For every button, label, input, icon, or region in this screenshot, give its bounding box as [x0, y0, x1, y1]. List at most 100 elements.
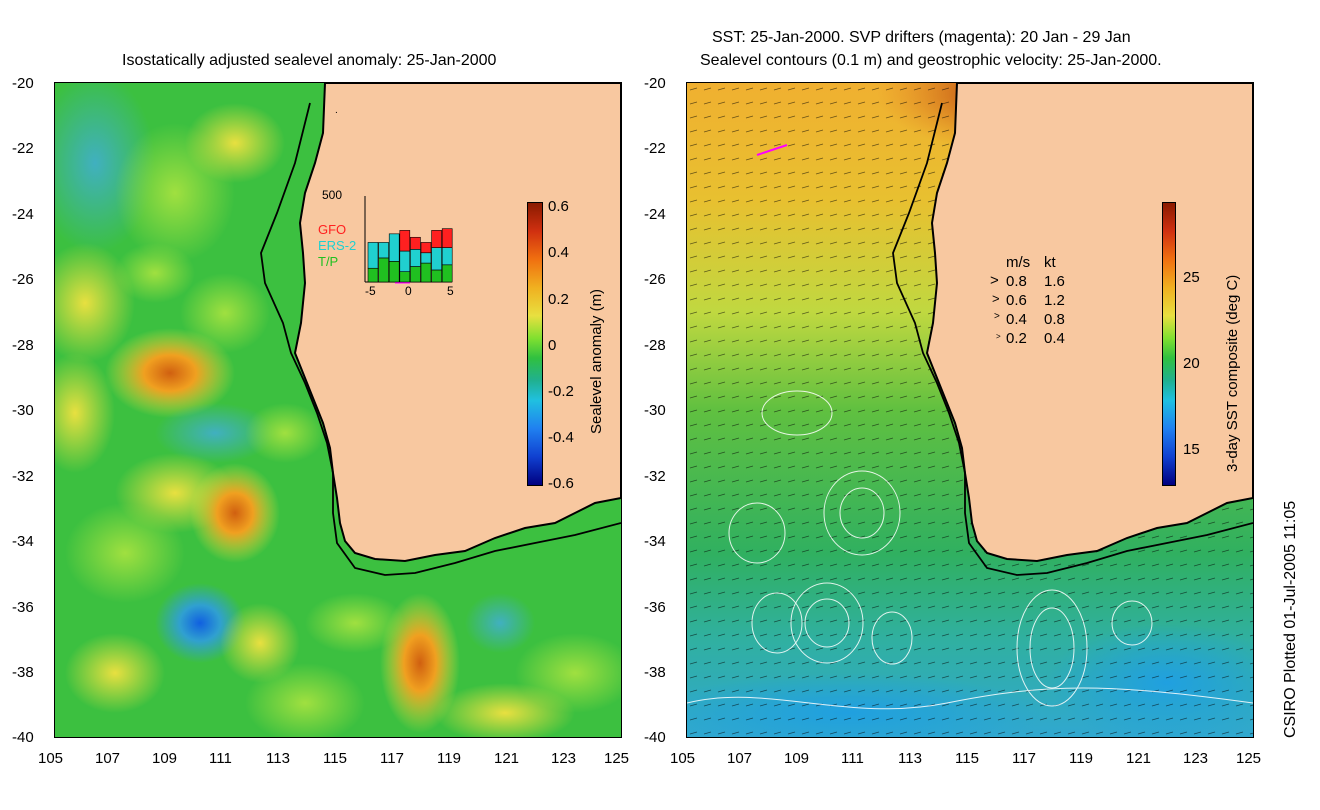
inset-x-tick: 0: [405, 284, 412, 298]
left-x-tick: 123: [551, 750, 577, 767]
inset-bar-ers: [367, 242, 379, 269]
plot-credit: CSIRO Plotted 01-Jul-2005 11:05: [1282, 500, 1299, 738]
inset-bar-gfo: [431, 230, 442, 248]
left-y-tick: -40: [12, 729, 34, 746]
right-x-tick: 107: [727, 750, 753, 767]
inset-legend-gfo: GFO: [318, 222, 347, 237]
inset-legend-tp: T/P: [318, 254, 339, 269]
left-y-tick: -28: [12, 337, 34, 354]
velocity-legend-arrow-icon: >: [990, 272, 999, 289]
sealevel-contours: [687, 390, 1253, 710]
velocity-legend-kt: 1.2: [1044, 292, 1065, 309]
inset-bar-ers: [399, 250, 411, 272]
right-x-tick: 111: [841, 750, 864, 767]
right-x-tick: 113: [898, 750, 922, 767]
velocity-legend-kt: 0.4: [1044, 330, 1065, 347]
sealevel-anomaly-patches: [55, 83, 621, 737]
right-x-tick: 125: [1236, 750, 1262, 767]
inset-x-tick: -5: [365, 284, 376, 298]
svg-text:.: .: [335, 105, 338, 116]
inset-bar-gfo: [399, 230, 411, 252]
inset-bar-gfo: [410, 236, 421, 250]
velocity-legend-ms: 0.6: [1006, 292, 1027, 309]
inset-bar-ers: [388, 233, 400, 262]
left-x-tick: 117: [380, 750, 404, 767]
svp-drifter-track: [756, 144, 788, 156]
right-y-tick: -34: [644, 533, 666, 550]
right-x-tick: 117: [1012, 750, 1036, 767]
left-colorbar-tick: 0.4: [548, 244, 569, 261]
inset-x-tick: 5: [447, 284, 454, 298]
right-panel-title-line1: SST: 25-Jan-2000. SVP drifters (magenta)…: [712, 29, 1131, 46]
velocity-legend-ms: 0.2: [1006, 330, 1027, 347]
right-y-tick: -28: [644, 337, 666, 354]
right-x-tick: 121: [1126, 750, 1152, 767]
left-y-tick: -34: [12, 533, 34, 550]
right-colorbar-tick: 25: [1183, 269, 1200, 286]
left-colorbar-tick: -0.6: [548, 475, 574, 492]
inset-bar-tp: [399, 271, 411, 283]
left-x-tick: 105: [38, 750, 64, 767]
right-y-tick: -24: [644, 206, 666, 223]
inset-bar-tp: [431, 269, 442, 283]
left-y-tick: -24: [12, 206, 34, 223]
right-x-tick: 123: [1183, 750, 1209, 767]
left-x-tick: 107: [95, 750, 121, 767]
inset-bar-tp: [441, 264, 453, 283]
left-y-tick: -20: [12, 75, 34, 92]
left-y-tick: -36: [12, 599, 34, 616]
velocity-legend-ms: 0.8: [1006, 273, 1027, 290]
inset-ymax-label: 500: [322, 188, 343, 202]
right-x-tick: 115: [955, 750, 979, 767]
right-x-tick: 109: [784, 750, 810, 767]
inset-bar-ers: [420, 252, 432, 264]
right-y-tick: -32: [644, 468, 666, 485]
left-panel-title: Isostatically adjusted sealevel anomaly:…: [122, 52, 497, 69]
left-x-tick: 125: [604, 750, 630, 767]
velocity-legend-kt: 0.8: [1044, 311, 1065, 328]
left-x-tick: 121: [494, 750, 520, 767]
left-y-tick: -32: [12, 468, 34, 485]
left-x-tick: 115: [323, 750, 347, 767]
left-x-tick: 109: [152, 750, 178, 767]
velocity-legend-ms: 0.4: [1006, 311, 1027, 328]
inset-bar-chart: [364, 196, 453, 284]
velocity-legend-arrow-icon: >: [994, 311, 1000, 322]
inset-legend-ers2: ERS-2: [318, 238, 357, 253]
right-panel-title-line2: Sealevel contours (0.1 m) and geostrophi…: [700, 52, 1162, 69]
right-y-tick: -30: [644, 402, 666, 419]
inset-bar-tp: [367, 267, 379, 283]
shelf-contour-right: [892, 102, 1253, 576]
right-colorbar: [1162, 202, 1176, 486]
left-colorbar-tick: -0.2: [548, 383, 574, 400]
left-x-tick: 113: [266, 750, 290, 767]
inset-bar-tp: [378, 257, 389, 283]
inset-bar-ers: [431, 247, 442, 271]
right-x-tick: 119: [1069, 750, 1093, 767]
right-x-tick: 105: [670, 750, 696, 767]
left-y-tick: -22: [12, 140, 34, 157]
right-y-tick: -38: [644, 664, 666, 681]
velocity-legend-header-kt: kt: [1044, 254, 1056, 271]
left-colorbar-tick: -0.4: [548, 429, 574, 446]
inset-bar-tp: [420, 262, 432, 283]
australia-landmass-right: [925, 83, 1253, 563]
right-colorbar-label: 3-day SST composite (deg C): [1224, 274, 1241, 472]
shelf-contour: [260, 102, 621, 576]
left-colorbar-tick: 0: [548, 337, 557, 354]
left-y-tick: -38: [12, 664, 34, 681]
left-colorbar-tick: 0.6: [548, 198, 569, 215]
velocity-legend-arrow-icon: >: [996, 332, 1001, 341]
right-y-tick: -36: [644, 599, 666, 616]
inset-bar-gfo: [420, 242, 432, 254]
left-y-tick: -30: [12, 402, 34, 419]
right-y-tick: -22: [644, 140, 666, 157]
left-altimeter-inset: 500 GFO ERS-2 T/P -5 0 5: [310, 186, 460, 302]
velocity-legend: m/s kt > 0.8 1.6 > 0.6 1.2 > 0.4 0.8 > 0…: [990, 254, 1080, 350]
right-colorbar-tick: 20: [1183, 355, 1200, 372]
inset-bar-ers: [410, 249, 421, 267]
left-y-tick: -26: [12, 271, 34, 288]
right-y-tick: -20: [644, 75, 666, 92]
left-colorbar: [527, 202, 543, 486]
right-colorbar-tick: 15: [1183, 441, 1200, 458]
